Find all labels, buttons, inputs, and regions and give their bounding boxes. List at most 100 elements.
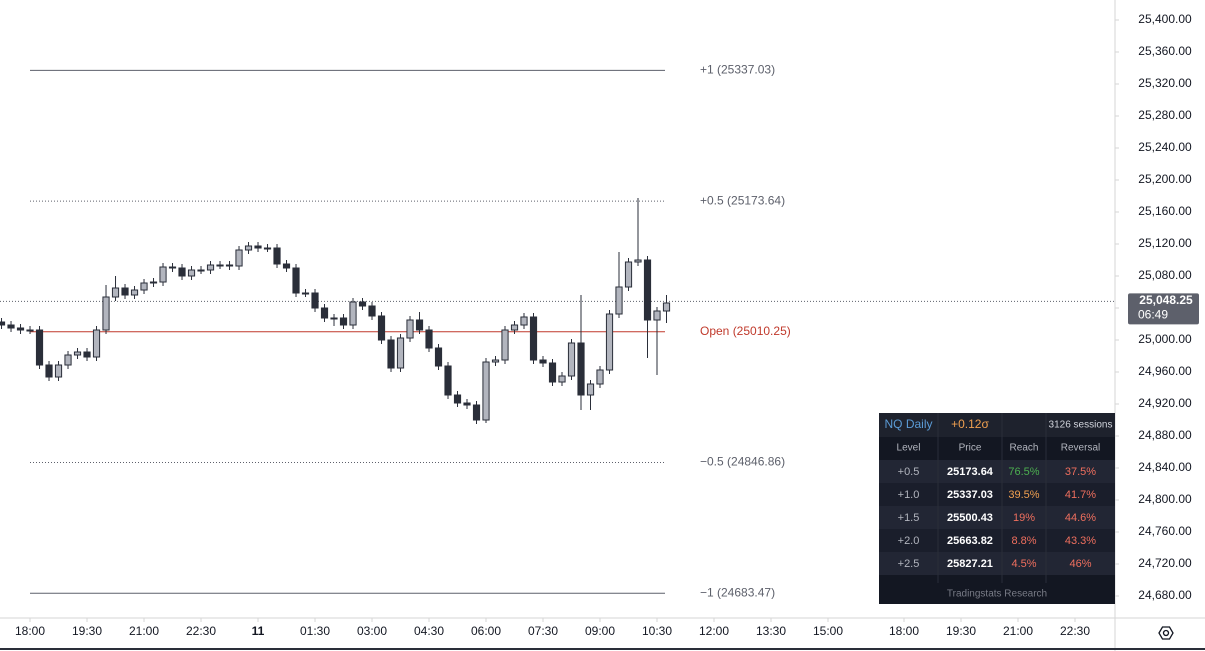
x-tick-label: 22:30 — [186, 624, 216, 638]
x-tick-label: 18:00 — [889, 624, 919, 638]
candle-body — [64, 354, 72, 366]
candle-body — [187, 269, 196, 277]
y-tick-label: 24,800.00 — [1138, 492, 1192, 506]
candle-body — [368, 305, 376, 317]
table-title: NQ Daily — [884, 417, 932, 431]
candle-body — [263, 247, 272, 250]
candle-body — [653, 310, 661, 321]
table-cell: +2.5 — [898, 558, 920, 570]
table-column-header: Level — [897, 443, 921, 454]
y-tick-label: 24,920.00 — [1138, 396, 1192, 410]
x-tick-label: 04:30 — [414, 624, 444, 638]
candle-body — [396, 337, 405, 369]
candle-body — [463, 402, 471, 406]
candle-body — [434, 347, 443, 367]
candle-body — [339, 317, 348, 326]
candle-body — [7, 324, 15, 329]
candle-body — [140, 282, 148, 291]
y-tick-label: 25,280.00 — [1138, 108, 1192, 122]
candle-body — [615, 286, 623, 315]
candle-body — [358, 301, 367, 307]
table-cell: 37.5% — [1065, 466, 1096, 478]
table-cell: 19% — [1013, 512, 1035, 524]
candle-body — [130, 289, 139, 296]
candle-body — [643, 259, 652, 321]
y-tick-label: 25,360.00 — [1138, 44, 1192, 58]
x-tick-label: 07:30 — [528, 624, 558, 638]
candle-body — [577, 342, 585, 396]
table-cell: 39.5% — [1008, 489, 1039, 501]
y-tick-label: 25,120.00 — [1138, 236, 1192, 250]
stats-table: +0.5 25173.64 76.5% 37.5% +1.0 25337.03 39.5% 4… — [879, 413, 1115, 604]
candle-body — [415, 319, 424, 331]
y-tick-label: 24,840.00 — [1138, 460, 1192, 474]
table-sigma: +0.12σ — [951, 417, 989, 431]
candle-body — [35, 329, 44, 366]
table-cell: 25663.82 — [947, 535, 993, 547]
level-label: −1 (24683.47) — [700, 585, 775, 599]
candle-body — [425, 329, 433, 349]
level-label: Open (25010.25) — [700, 324, 791, 338]
candle-body — [472, 404, 481, 421]
table-cell: 25337.03 — [947, 489, 993, 501]
candle-body — [83, 351, 91, 358]
table-cell: 25500.43 — [947, 512, 993, 524]
table-cell: 25173.64 — [947, 466, 994, 478]
x-tick-label: 19:30 — [72, 624, 102, 638]
y-tick-label: 24,720.00 — [1138, 556, 1192, 570]
table-column-header: Reversal — [1061, 443, 1100, 454]
candle-body — [482, 361, 490, 421]
y-tick-label: 24,880.00 — [1138, 428, 1192, 442]
candle-body — [558, 375, 566, 383]
candle-body — [320, 307, 329, 319]
candle-body — [548, 362, 557, 383]
table-column-header: Reach — [1010, 443, 1039, 454]
candle-body — [520, 316, 528, 326]
table-cell: 44.6% — [1065, 512, 1096, 524]
level-label: +1 (25337.03) — [700, 63, 775, 77]
x-tick-label: 12:00 — [699, 624, 729, 638]
y-tick-label: 25,240.00 — [1138, 140, 1192, 154]
candle-body — [282, 263, 291, 269]
settings-dot — [1162, 629, 1170, 637]
y-tick-label: 25,080.00 — [1138, 268, 1192, 282]
x-tick-label: 09:00 — [585, 624, 615, 638]
candle-body — [444, 365, 452, 396]
candle-body — [624, 261, 633, 288]
candle-body — [406, 319, 414, 339]
table-sessions: 3126 sessions — [1049, 420, 1113, 431]
table-cell: 25827.21 — [947, 558, 993, 570]
candle-body — [0, 321, 6, 326]
table-cell: 8.8% — [1011, 535, 1036, 547]
table-cell: 46% — [1069, 558, 1091, 570]
y-tick-label: 25,000.00 — [1138, 332, 1192, 346]
level-label: +0.5 (25173.64) — [700, 193, 785, 207]
candle-body — [301, 292, 310, 295]
table-cell: 41.7% — [1065, 489, 1096, 501]
candle-body — [349, 301, 357, 326]
candle-body — [225, 264, 234, 267]
table-cell: +2.0 — [898, 535, 920, 547]
y-tick-label: 25,160.00 — [1138, 204, 1192, 218]
last-price-label: 25,048.25 — [1139, 293, 1193, 307]
x-tick-label: 19:30 — [946, 624, 976, 638]
x-tick-label: 10:30 — [642, 624, 672, 638]
candle-body — [206, 264, 215, 271]
candle-body — [605, 313, 614, 371]
y-tick-label: 25,320.00 — [1138, 76, 1192, 90]
y-tick-label: 24,760.00 — [1138, 524, 1192, 538]
settings-icon[interactable] — [1158, 626, 1174, 640]
table-cell: +0.5 — [898, 466, 920, 478]
candle-body — [453, 394, 462, 404]
table-column-header: Price — [959, 443, 982, 454]
candle-body — [54, 364, 63, 378]
candle-body — [45, 364, 53, 378]
table-cell: +1.5 — [898, 512, 920, 524]
y-tick-label: 24,960.00 — [1138, 364, 1192, 378]
candle-body — [111, 287, 120, 298]
candle-body — [244, 245, 253, 251]
candle-body — [73, 351, 82, 356]
candle-body — [216, 264, 224, 267]
y-tick-label: 25,400.00 — [1138, 12, 1192, 26]
